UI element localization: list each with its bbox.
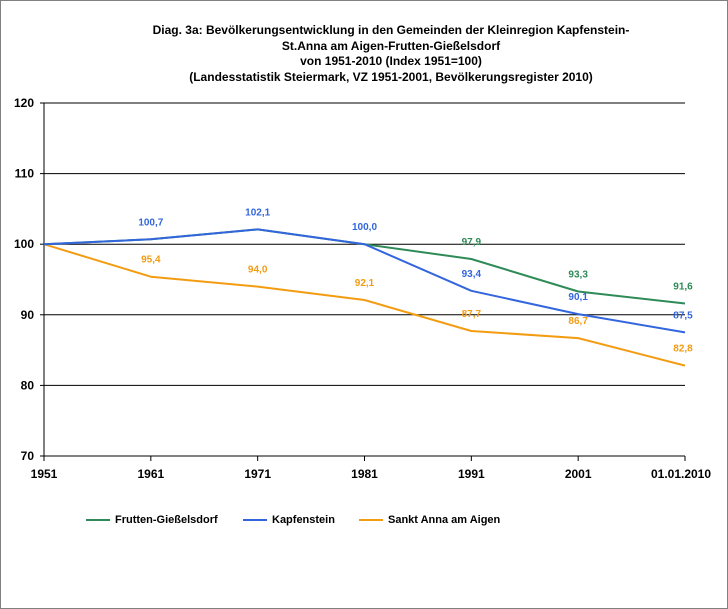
legend-swatch-frutten <box>86 519 110 521</box>
data-label-kapfenstein-2: 102,1 <box>245 207 270 218</box>
legend-swatch-sankt-anna <box>359 519 383 521</box>
x-tick-label-3: 1981 <box>351 467 378 481</box>
data-label-frutten-5: 93,3 <box>568 270 588 281</box>
data-label-kapfenstein-4: 93,4 <box>462 269 482 280</box>
data-label-sankt-anna-3: 92,1 <box>355 278 375 289</box>
series-line-sankt-anna <box>43 243 686 367</box>
data-label-frutten-6: 91,6 <box>673 282 693 293</box>
legend-label-frutten: Frutten-Gießelsdorf <box>115 514 218 526</box>
y-tick-label-90: 90 <box>21 308 35 322</box>
legend-swatch-kapfenstein <box>243 519 267 521</box>
x-tick-label-0: 1951 <box>31 467 58 481</box>
series-line-kapfenstein <box>43 228 686 334</box>
data-label-kapfenstein-1: 100,7 <box>138 217 163 228</box>
x-tick-label-2: 1971 <box>244 467 271 481</box>
data-label-sankt-anna-1: 95,4 <box>141 255 161 266</box>
chart-title: Diag. 3a: Bevölkerungsentwicklung in den… <box>61 23 721 85</box>
y-tick-label-100: 100 <box>14 237 34 251</box>
data-label-frutten-4: 97,9 <box>462 237 482 248</box>
data-label-kapfenstein-6: 87,5 <box>673 310 693 321</box>
data-label-sankt-anna-6: 82,8 <box>673 344 693 355</box>
legend-label-sankt-anna: Sankt Anna am Aigen <box>388 514 501 526</box>
data-label-kapfenstein-3: 100,0 <box>352 222 377 233</box>
y-tick-label-110: 110 <box>15 167 35 181</box>
y-tick-label-70: 70 <box>21 449 35 463</box>
title-line-1: Diag. 3a: Bevölkerungsentwicklung in den… <box>152 23 630 37</box>
x-tick-label-6: 01.01.2010 <box>651 467 711 481</box>
title-line-3: von 1951-2010 (Index 1951=100) <box>300 54 482 68</box>
data-label-sankt-anna-5: 86,7 <box>568 316 588 327</box>
legend-item-kapfenstein: Kapfenstein <box>243 514 335 526</box>
x-tick-label-5: 2001 <box>565 467 592 481</box>
legend-item-sankt-anna: Sankt Anna am Aigen <box>359 514 500 526</box>
legend-label-kapfenstein: Kapfenstein <box>272 514 335 526</box>
title-line-4: (Landesstatistik Steiermark, VZ 1951-200… <box>189 69 593 84</box>
title-line-2: St.Anna am Aigen-Frutten-Gießelsdorf <box>281 38 501 53</box>
y-tick-label-120: 120 <box>14 96 34 110</box>
data-label-sankt-anna-2: 94,0 <box>248 265 268 276</box>
legend-item-frutten: Frutten-Gießelsdorf <box>86 514 218 526</box>
x-tick-label-4: 1991 <box>458 467 485 481</box>
data-label-kapfenstein-5: 90,1 <box>568 292 588 303</box>
y-tick-label-80: 80 <box>21 378 35 392</box>
data-label-sankt-anna-4: 87,7 <box>462 309 482 320</box>
x-tick-label-1: 1961 <box>137 467 164 481</box>
